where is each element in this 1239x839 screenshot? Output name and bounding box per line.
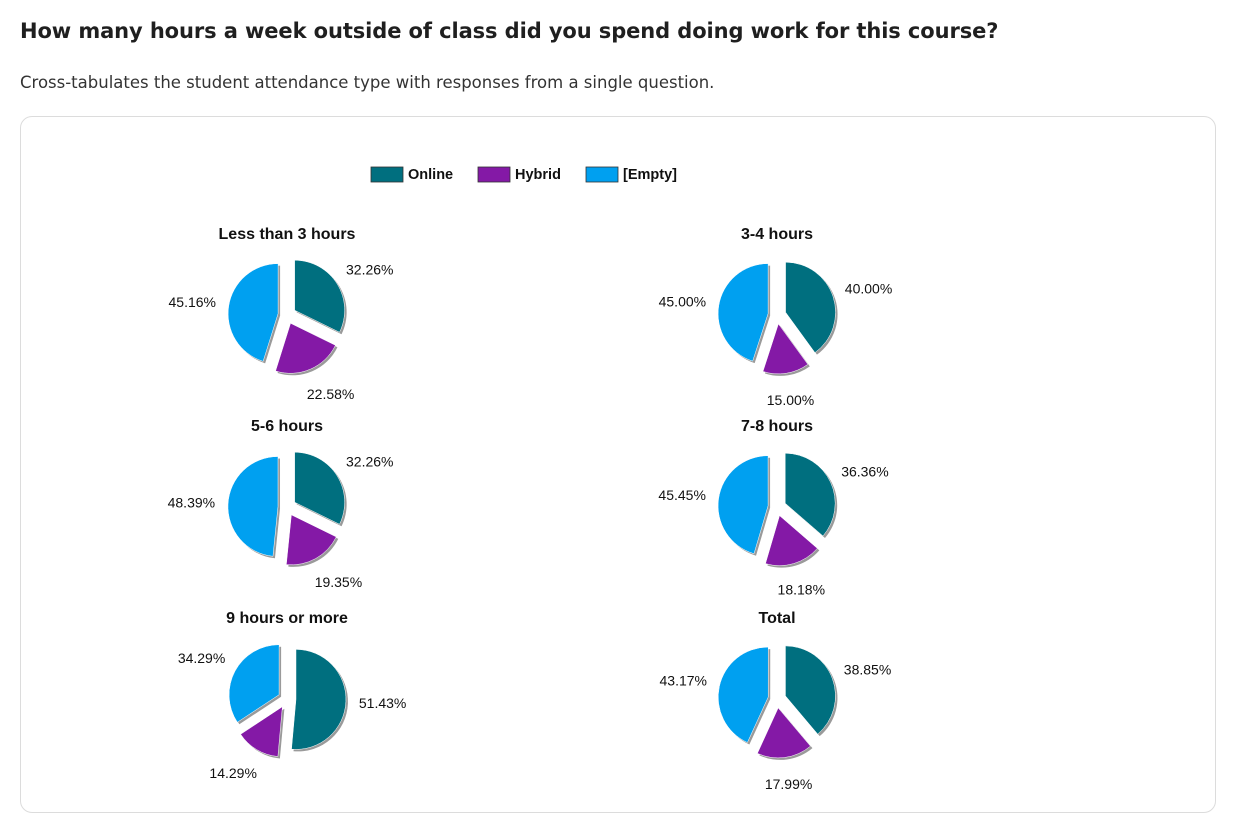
pie-data-label-hybrid: 14.29% <box>209 765 256 781</box>
pie-less-than-3-hours: Less than 3 hours 32.26% 22.58% 45.16% <box>169 226 394 402</box>
pie-slice-online <box>291 649 347 750</box>
legend-label-online: Online <box>408 167 453 183</box>
pie-5-6-hours: 5-6 hours 32.26% 19.35% 48.39% <box>168 418 394 590</box>
pie-slice-hybrid <box>765 515 818 566</box>
pie-data-label-online: 38.85% <box>844 662 891 678</box>
pie-data-label-online: 32.26% <box>346 454 393 470</box>
page-description: Cross-tabulates the student attendance t… <box>20 73 715 92</box>
pie-data-label-empty: 45.16% <box>169 294 216 310</box>
pie-slice-empty <box>227 456 279 557</box>
pie-slice-online <box>784 453 836 537</box>
pie-slice-hybrid <box>240 706 283 757</box>
pie-slice-hybrid <box>762 323 809 375</box>
pie-slice-online <box>785 645 836 735</box>
pie-9-hours-or-more: 9 hours or more 51.43% 14.29% 34.29% <box>178 610 407 781</box>
legend-label-hybrid: Hybrid <box>515 167 561 183</box>
legend-swatch-empty <box>585 166 619 183</box>
pie-data-label-online: 36.36% <box>841 463 888 479</box>
pie-data-label-empty: 45.00% <box>659 294 706 310</box>
pie-slice-hybrid <box>757 707 811 759</box>
pie-slice-hybrid <box>286 514 337 566</box>
page-title: How many hours a week outside of class d… <box>20 19 999 43</box>
pie-data-label-empty: 45.45% <box>658 487 705 503</box>
pie-slice-online <box>294 451 345 525</box>
pie-slice-empty <box>228 644 280 723</box>
legend-label-empty: [Empty] <box>623 167 677 183</box>
chart-card: Online Hybrid [Empty] Less than 3 hours 32.2… <box>20 116 1216 813</box>
pie-data-label-empty: 48.39% <box>168 495 215 511</box>
pie-slice-hybrid <box>275 322 336 374</box>
chart-legend: Online Hybrid [Empty] <box>370 166 677 183</box>
pie-slice-empty <box>717 646 769 743</box>
pie-3-4-hours: 3-4 hours 40.00% 15.00% 45.00% <box>659 226 893 408</box>
pie-slice-empty <box>717 263 769 362</box>
pie-title: 9 hours or more <box>226 610 348 627</box>
pie-data-label-empty: 34.29% <box>178 650 225 666</box>
pie-data-label-online: 51.43% <box>359 695 406 711</box>
pie-data-label-hybrid: 22.58% <box>307 386 354 402</box>
pie-slice-empty <box>717 455 769 555</box>
pie-slice-online <box>785 261 836 354</box>
pie-data-label-online: 32.26% <box>346 262 393 278</box>
pie-data-label-hybrid: 17.99% <box>765 776 812 792</box>
pie-data-label-hybrid: 18.18% <box>778 582 825 598</box>
pie-chart-grid: Online Hybrid [Empty] Less than 3 hours 32.2… <box>168 166 893 792</box>
pie-data-label-online: 40.00% <box>845 280 892 296</box>
pie-data-label-hybrid: 15.00% <box>767 392 814 408</box>
pie-title: 3-4 hours <box>741 226 813 243</box>
pie-slice-empty <box>227 263 279 362</box>
pie-title: 7-8 hours <box>741 418 813 435</box>
pie-title: Less than 3 hours <box>219 226 356 243</box>
pie-total: Total 38.85% 17.99% 43.17% <box>660 610 892 792</box>
legend-swatch-online <box>370 166 404 183</box>
pie-7-8-hours: 7-8 hours 36.36% 18.18% 45.45% <box>658 418 888 598</box>
pie-title: Total <box>758 610 795 627</box>
pie-data-label-hybrid: 19.35% <box>315 574 362 590</box>
legend-swatch-hybrid <box>477 166 511 183</box>
pie-slice-online <box>294 259 345 333</box>
pie-data-label-empty: 43.17% <box>660 673 707 689</box>
pie-title: 5-6 hours <box>251 418 323 435</box>
